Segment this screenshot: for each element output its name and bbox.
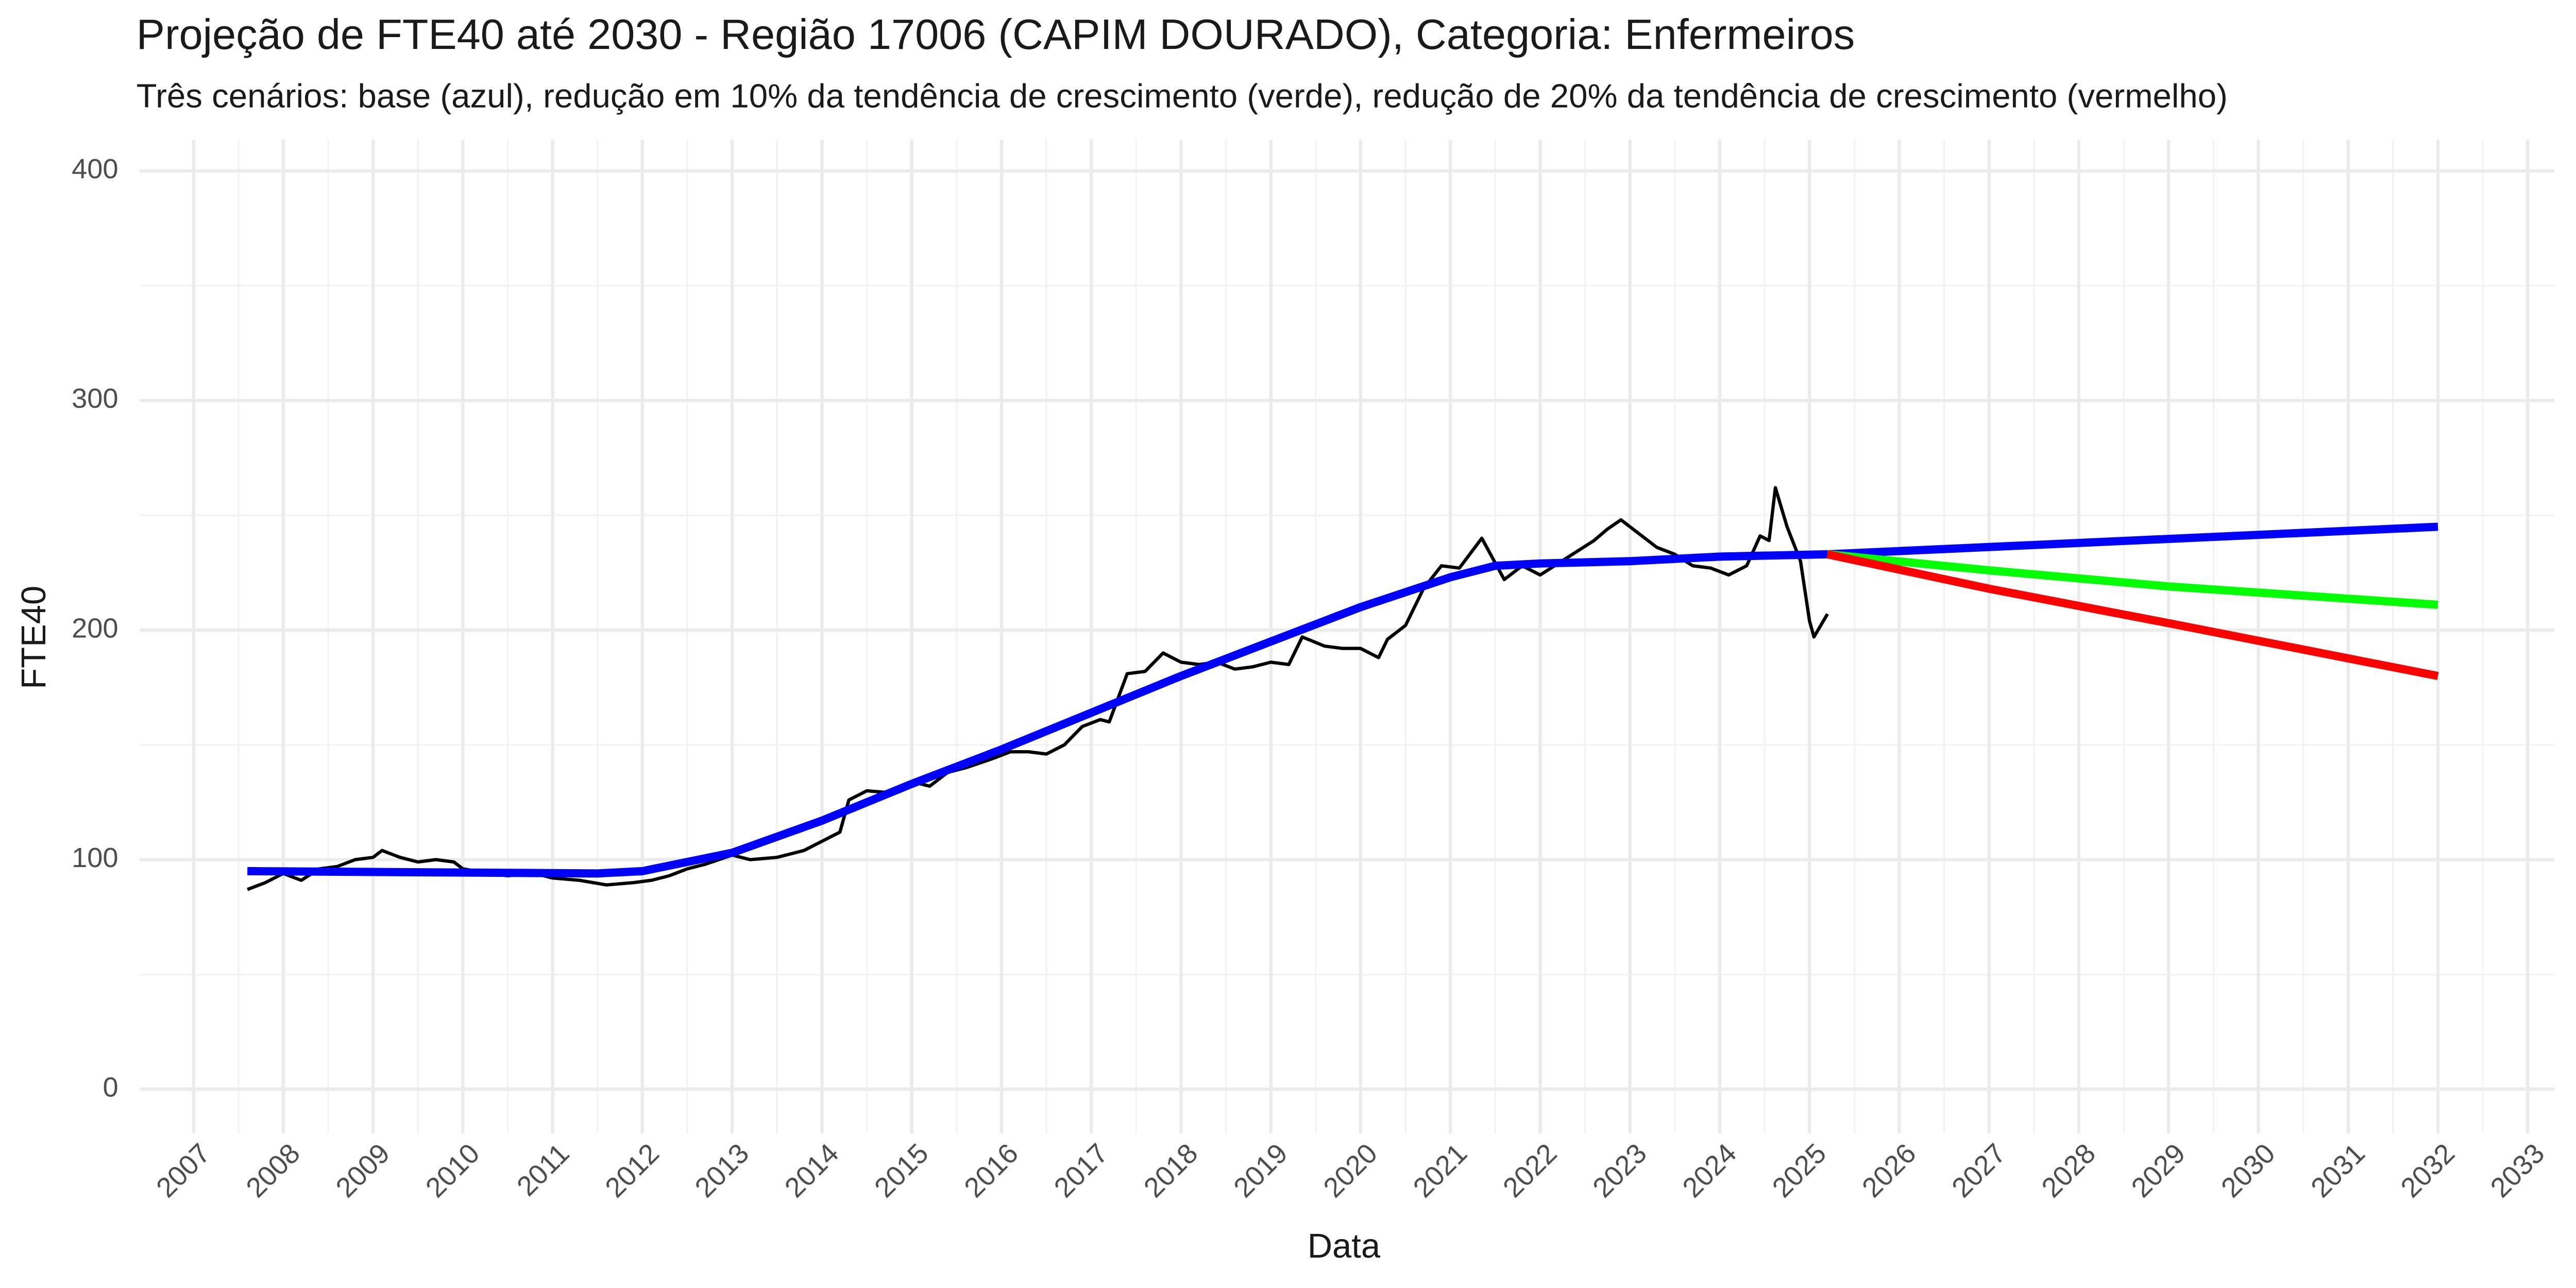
chart-title: Projeção de FTE40 até 2030 - Região 1700…: [137, 10, 1855, 58]
x-axis-title: Data: [1308, 1227, 1381, 1265]
plot-lines: [247, 486, 2439, 891]
series-line: [1827, 550, 2438, 609]
y-tick-label: 200: [72, 613, 118, 643]
chart-subtitle: Três cenários: base (azul), redução em 1…: [137, 77, 2228, 115]
y-axis-title: FTE40: [14, 586, 53, 689]
series-line: [1826, 550, 2439, 680]
y-tick-label: 100: [72, 842, 118, 873]
y-tick-label: 0: [103, 1072, 118, 1103]
grid: [140, 140, 2555, 1134]
series-line: [247, 522, 2438, 878]
y-tick-label: 300: [72, 383, 118, 414]
y-tick-label: 400: [72, 154, 118, 184]
